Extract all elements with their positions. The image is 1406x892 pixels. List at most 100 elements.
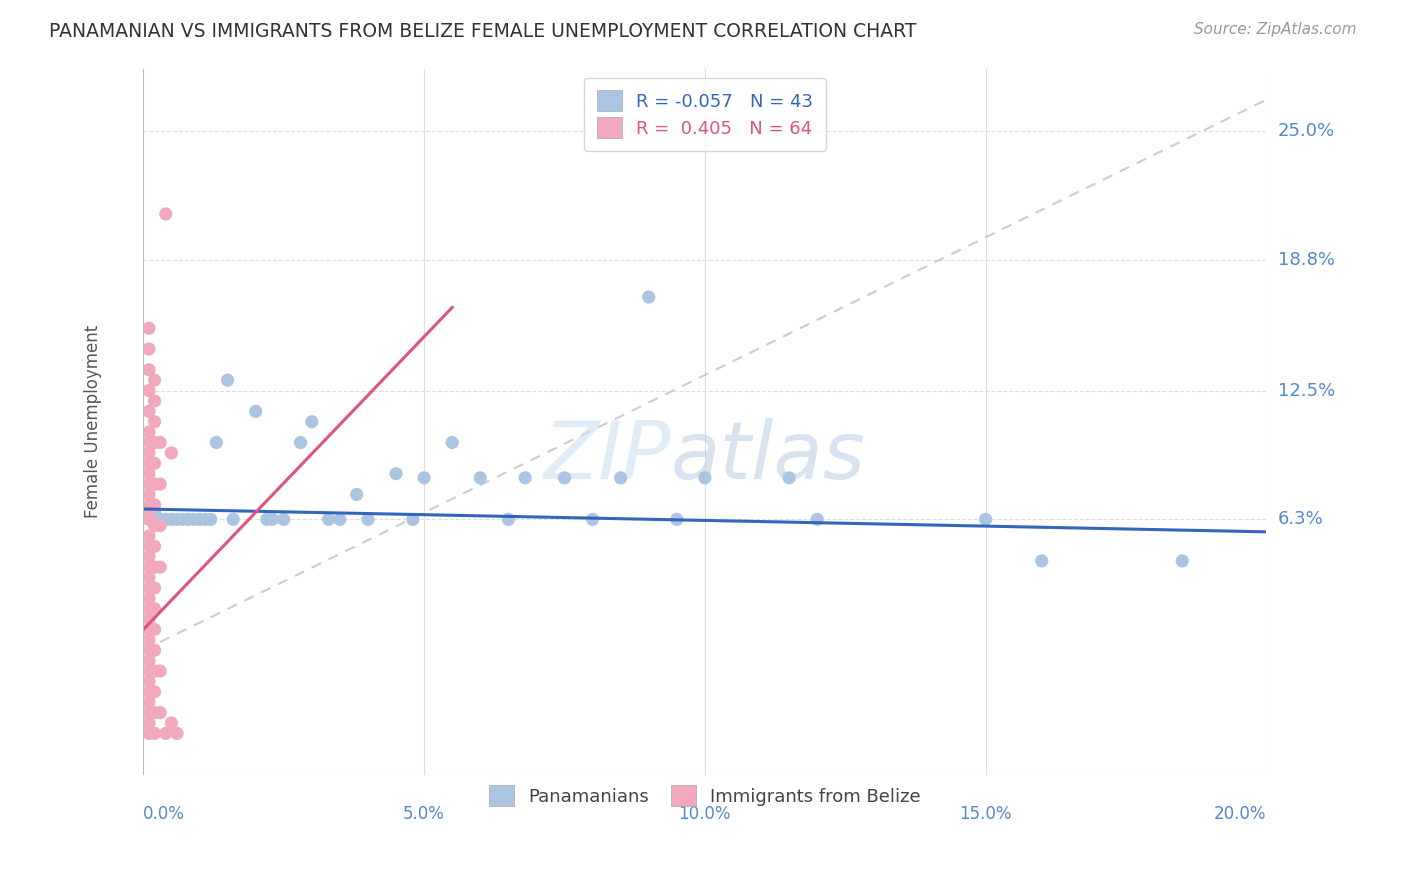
Point (138, 456, 160, 470)
Point (143, 477, 166, 491)
Text: 6.3%: 6.3% (1278, 510, 1323, 528)
Point (138, 612, 160, 626)
Point (143, 601, 166, 615)
Point (273, 512, 295, 526)
Point (155, 726, 177, 740)
Point (188, 512, 211, 526)
Point (138, 726, 160, 740)
Point (143, 506, 166, 520)
Text: 18.8%: 18.8% (1278, 251, 1334, 268)
Point (149, 706, 172, 720)
Point (385, 467, 408, 481)
Point (143, 685, 166, 699)
Point (138, 321, 160, 335)
Point (200, 512, 222, 526)
Legend: Panamanians, Immigrants from Belize: Panamanians, Immigrants from Belize (479, 776, 931, 815)
Point (143, 726, 166, 740)
Point (138, 435, 160, 450)
Point (149, 560, 172, 574)
Point (290, 435, 312, 450)
Text: PANAMANIAN VS IMMIGRANTS FROM BELIZE FEMALE UNEMPLOYMENT CORRELATION CHART: PANAMANIAN VS IMMIGRANTS FROM BELIZE FEM… (49, 22, 917, 41)
Point (143, 435, 166, 450)
Point (155, 207, 177, 221)
Point (1031, 554, 1053, 568)
Point (166, 512, 188, 526)
Point (149, 477, 172, 491)
Text: 10.0%: 10.0% (679, 805, 731, 823)
Point (138, 664, 160, 678)
Point (138, 643, 160, 657)
Point (138, 581, 160, 595)
Point (138, 654, 160, 668)
Point (217, 373, 239, 387)
Text: ZIP: ZIP (544, 418, 671, 496)
Point (974, 512, 997, 526)
Point (138, 342, 160, 356)
Point (138, 467, 160, 481)
Point (693, 471, 716, 485)
Point (138, 502, 160, 516)
Point (329, 512, 352, 526)
Point (138, 529, 160, 543)
Point (155, 512, 177, 526)
Point (441, 435, 464, 450)
Point (143, 498, 166, 512)
Text: Female Unemployment: Female Unemployment (84, 325, 101, 518)
Point (357, 512, 380, 526)
Point (778, 471, 800, 485)
Point (413, 471, 436, 485)
Point (149, 518, 172, 533)
Point (138, 601, 160, 615)
Point (138, 560, 160, 574)
Point (245, 404, 267, 418)
Point (143, 560, 166, 574)
Point (143, 518, 166, 533)
Point (402, 512, 425, 526)
Point (138, 623, 160, 637)
Point (177, 512, 200, 526)
Point (138, 685, 160, 699)
Point (143, 623, 166, 637)
Point (138, 540, 160, 554)
Point (172, 512, 194, 526)
Point (160, 446, 183, 460)
Point (665, 512, 688, 526)
Point (194, 512, 217, 526)
Text: 12.5%: 12.5% (1278, 382, 1334, 400)
Point (166, 726, 188, 740)
Point (138, 706, 160, 720)
Point (143, 456, 166, 470)
Point (138, 570, 160, 584)
Text: 5.0%: 5.0% (404, 805, 446, 823)
Point (138, 591, 160, 606)
Point (138, 446, 160, 460)
Point (138, 674, 160, 689)
Point (160, 512, 183, 526)
Point (138, 512, 160, 526)
Point (222, 512, 245, 526)
Point (806, 512, 828, 526)
Point (138, 508, 160, 523)
Point (143, 393, 166, 408)
Point (149, 435, 172, 450)
Point (143, 540, 166, 554)
Point (346, 487, 368, 501)
Point (515, 471, 537, 485)
Point (160, 716, 183, 731)
Point (149, 512, 172, 526)
Point (470, 471, 492, 485)
Text: 25.0%: 25.0% (1278, 122, 1334, 140)
Point (138, 549, 160, 564)
Point (609, 471, 631, 485)
Point (262, 512, 284, 526)
Point (581, 512, 603, 526)
Point (183, 512, 205, 526)
Point (143, 706, 166, 720)
Point (1171, 554, 1194, 568)
Point (138, 498, 160, 512)
Text: 15.0%: 15.0% (959, 805, 1012, 823)
Point (138, 716, 160, 731)
Point (553, 471, 575, 485)
Point (637, 290, 659, 304)
Point (498, 512, 520, 526)
